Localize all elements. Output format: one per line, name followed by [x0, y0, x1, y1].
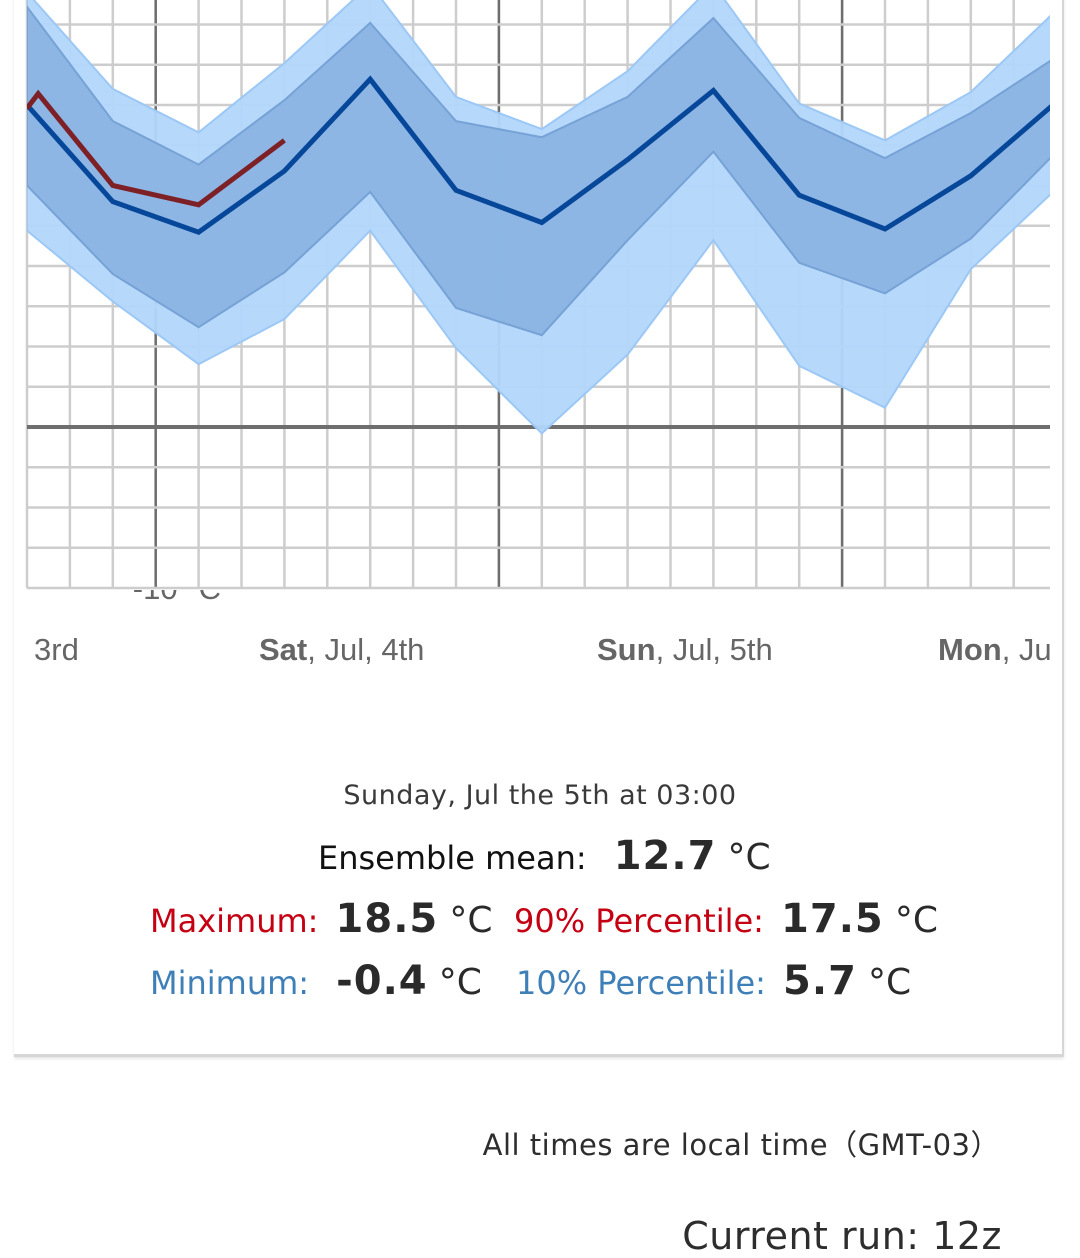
maximum-label: Maximum:: [150, 902, 319, 940]
p90-row: 90% Percentile: 17.5 °C: [514, 896, 938, 942]
ensemble-mean-row: Ensemble mean: 12.7 °C: [318, 833, 771, 879]
y-tick-label: -10 °C: [133, 571, 221, 606]
x-tick-date: 3rd: [34, 632, 79, 667]
x-tick-label: Mon, Ju: [938, 632, 1052, 667]
minimum-unit: °C: [438, 962, 482, 1003]
x-tick-date: , Ju: [1002, 632, 1052, 667]
x-tick-label: Sun, Jul, 5th: [597, 632, 773, 667]
p10-value: 5.7: [783, 958, 857, 1004]
p90-value: 17.5: [781, 896, 884, 942]
p90-label: 90% Percentile:: [514, 902, 764, 940]
p10-unit: °C: [868, 962, 912, 1003]
x-tick-weekday: Mon: [938, 632, 1002, 667]
selected-time: Sunday, Jul the 5th at 03:00: [343, 780, 737, 811]
minimum-label: Minimum:: [150, 964, 310, 1002]
p10-row: 10% Percentile: 5.7 °C: [516, 958, 911, 1004]
ensemble-mean-unit: °C: [727, 837, 771, 878]
percentile-band: [27, 5, 1050, 337]
current-run-label: Current run: 12z: [682, 1214, 1002, 1258]
p10-label: 10% Percentile:: [516, 964, 766, 1002]
ensemble-mean-value: 12.7: [613, 833, 717, 879]
x-tick-date: , Jul, 5th: [656, 632, 773, 667]
p90-unit: °C: [894, 900, 938, 941]
x-tick-label: Sat, Jul, 4th: [259, 632, 424, 667]
x-tick-weekday: Sat: [259, 632, 307, 667]
maximum-row: Maximum: 18.5 °C: [150, 896, 492, 942]
minimum-row: Minimum: -0.4 °C: [150, 958, 482, 1004]
x-tick-weekday: Sun: [597, 632, 656, 667]
timezone-note: All times are local time（GMT-03）: [482, 1128, 1000, 1162]
minimum-value: -0.4: [336, 958, 428, 1004]
maximum-unit: °C: [449, 900, 493, 941]
observed-line: [27, 89, 286, 208]
ensemble-mean-label: Ensemble mean:: [318, 839, 587, 877]
chart-bands: [27, 0, 1050, 435]
x-tick-date: , Jul, 4th: [307, 632, 424, 667]
ensemble-mean-line: [27, 75, 1050, 235]
chart-lines: [27, 75, 1050, 235]
maximum-value: 18.5: [335, 896, 439, 942]
x-tick-label: 3rd: [34, 632, 79, 667]
